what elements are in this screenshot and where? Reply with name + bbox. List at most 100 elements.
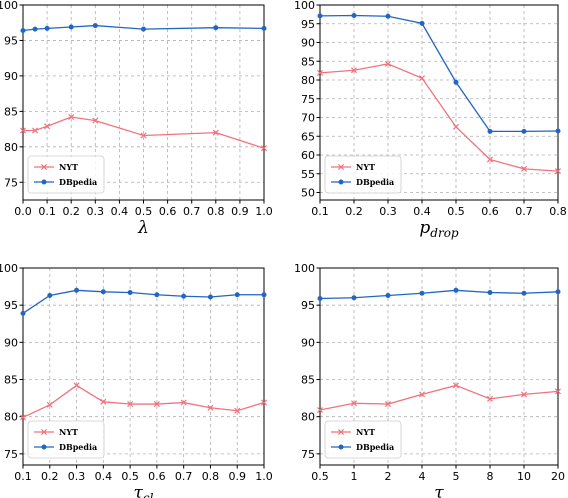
nyt-point	[452, 123, 460, 130]
y-tick-label: 90	[301, 37, 315, 50]
nyt-point	[486, 395, 494, 402]
x-tick-label: 0.5	[135, 205, 153, 218]
x-axis-title-main: λ	[137, 218, 149, 238]
nyt-point	[153, 401, 160, 408]
dbpedia-point	[521, 128, 527, 134]
nyt-point	[100, 398, 107, 405]
legend-label: DBpedia	[59, 442, 97, 452]
nyt-point	[234, 407, 241, 414]
nyt-point	[316, 69, 324, 76]
nyt-point	[350, 400, 358, 407]
series-line-nyt	[319, 63, 559, 172]
y-tick-label: 95	[301, 18, 315, 31]
x-axis-title: τ	[434, 483, 444, 498]
nyt-point	[316, 406, 324, 414]
x-tick-label: 0.6	[159, 205, 177, 218]
dbpedia-point	[261, 25, 267, 31]
x-tick-label: 20	[551, 470, 565, 483]
x-axis-title-subscript: cl	[143, 491, 154, 498]
nyt-point	[46, 401, 53, 408]
legend-nyt-marker	[337, 428, 345, 436]
legend-nyt-marker	[337, 163, 345, 171]
x-axis-title-main: τ	[134, 483, 144, 498]
plot-frame	[22, 267, 265, 466]
y-tick-label: 80	[301, 74, 315, 87]
dbpedia-point	[68, 24, 74, 30]
x-tick-label: 0.1	[38, 205, 56, 218]
series-line-dbpedia	[319, 14, 559, 133]
x-tick-label: 0.5	[311, 470, 329, 483]
panel-lambda: 0.0 0.1 0.2 0.3 0.4 0.5 0.6 0.7 0.8 0.9 1.0 75 80 85 9…	[0, 0, 273, 238]
y-tick-label: 65	[301, 130, 315, 143]
x-tick-label: 10	[517, 470, 531, 483]
nyt-point	[554, 168, 562, 175]
legend-dbpedia-marker	[41, 179, 47, 185]
legend-nyt-marker	[40, 163, 48, 171]
y-tick-label: 50	[301, 187, 315, 200]
x-tick-label: 0.2	[62, 205, 80, 218]
dbpedia-point	[385, 293, 391, 299]
x-tick-label: 0.8	[207, 205, 225, 218]
legend-label: DBpedia	[59, 177, 97, 187]
dbpedia-point	[154, 292, 160, 298]
y-tick-label: 90	[301, 336, 315, 349]
x-tick-label: 0.4	[413, 205, 431, 218]
y-tick-label: 60	[301, 149, 315, 162]
nyt-point	[92, 117, 99, 124]
nyt-point	[418, 391, 426, 398]
dbpedia-point	[487, 290, 493, 296]
dbpedia-point	[317, 13, 323, 19]
legend-label: DBpedia	[356, 442, 394, 452]
nyt-point	[127, 401, 134, 408]
x-tick-label: 0.3	[68, 470, 86, 483]
dbpedia-point	[32, 26, 38, 32]
y-tick-label: 75	[301, 93, 315, 106]
y-tick-label: 95	[4, 299, 18, 312]
nyt-point	[260, 399, 268, 406]
y-tick-label: 100	[0, 0, 18, 12]
legend-box	[27, 155, 105, 194]
y-tick-label: 80	[4, 411, 18, 424]
nyt-point	[32, 127, 39, 134]
dbpedia-point	[141, 26, 147, 32]
panel-tau-cl: 0.1 0.2 0.3 0.4 0.5 0.6 0.7 0.8 0.9 1.0 75 80 85 90 95…	[0, 262, 273, 498]
y-tick-label: 90	[4, 336, 18, 349]
dbpedia-point	[100, 289, 106, 295]
nyt-point	[73, 382, 80, 389]
nyt-point	[44, 123, 51, 130]
dbpedia-point	[555, 128, 561, 134]
dbpedia-point	[20, 310, 26, 316]
x-axis-title: λ	[137, 218, 149, 238]
nyt-point	[68, 114, 75, 121]
series-line-nyt	[319, 384, 559, 411]
dbpedia-point	[453, 287, 459, 293]
y-tick-label: 95	[301, 299, 315, 312]
x-tick-label: 0.6	[481, 205, 499, 218]
x-axis-title-main: p	[419, 218, 430, 238]
y-tick-label: 55	[301, 168, 315, 181]
nyt-point	[554, 388, 562, 395]
y-tick-label: 100	[294, 262, 315, 275]
nyt-point	[260, 145, 268, 152]
y-tick-label: 100	[0, 262, 18, 275]
x-axis-title-main: τ	[434, 483, 444, 498]
legend-box	[324, 155, 402, 194]
dbpedia-point	[234, 292, 240, 298]
x-tick-label: 0.2	[345, 205, 363, 218]
x-tick-label: 2	[385, 470, 392, 483]
nyt-point	[452, 382, 460, 389]
x-tick-label: 0.7	[183, 205, 201, 218]
legend-label: NYT	[59, 162, 78, 172]
x-tick-label: 1.0	[255, 205, 273, 218]
legend-label: NYT	[356, 162, 375, 172]
series-line-dbpedia	[319, 289, 559, 300]
dbpedia-point	[555, 289, 561, 295]
x-tick-label: 0.4	[95, 470, 113, 483]
dbpedia-point	[385, 13, 391, 19]
dbpedia-point	[351, 295, 357, 301]
x-tick-label: 0.4	[111, 205, 129, 218]
legend-dbpedia-marker	[338, 444, 344, 450]
nyt-point	[520, 391, 528, 398]
nyt-point	[384, 401, 392, 408]
